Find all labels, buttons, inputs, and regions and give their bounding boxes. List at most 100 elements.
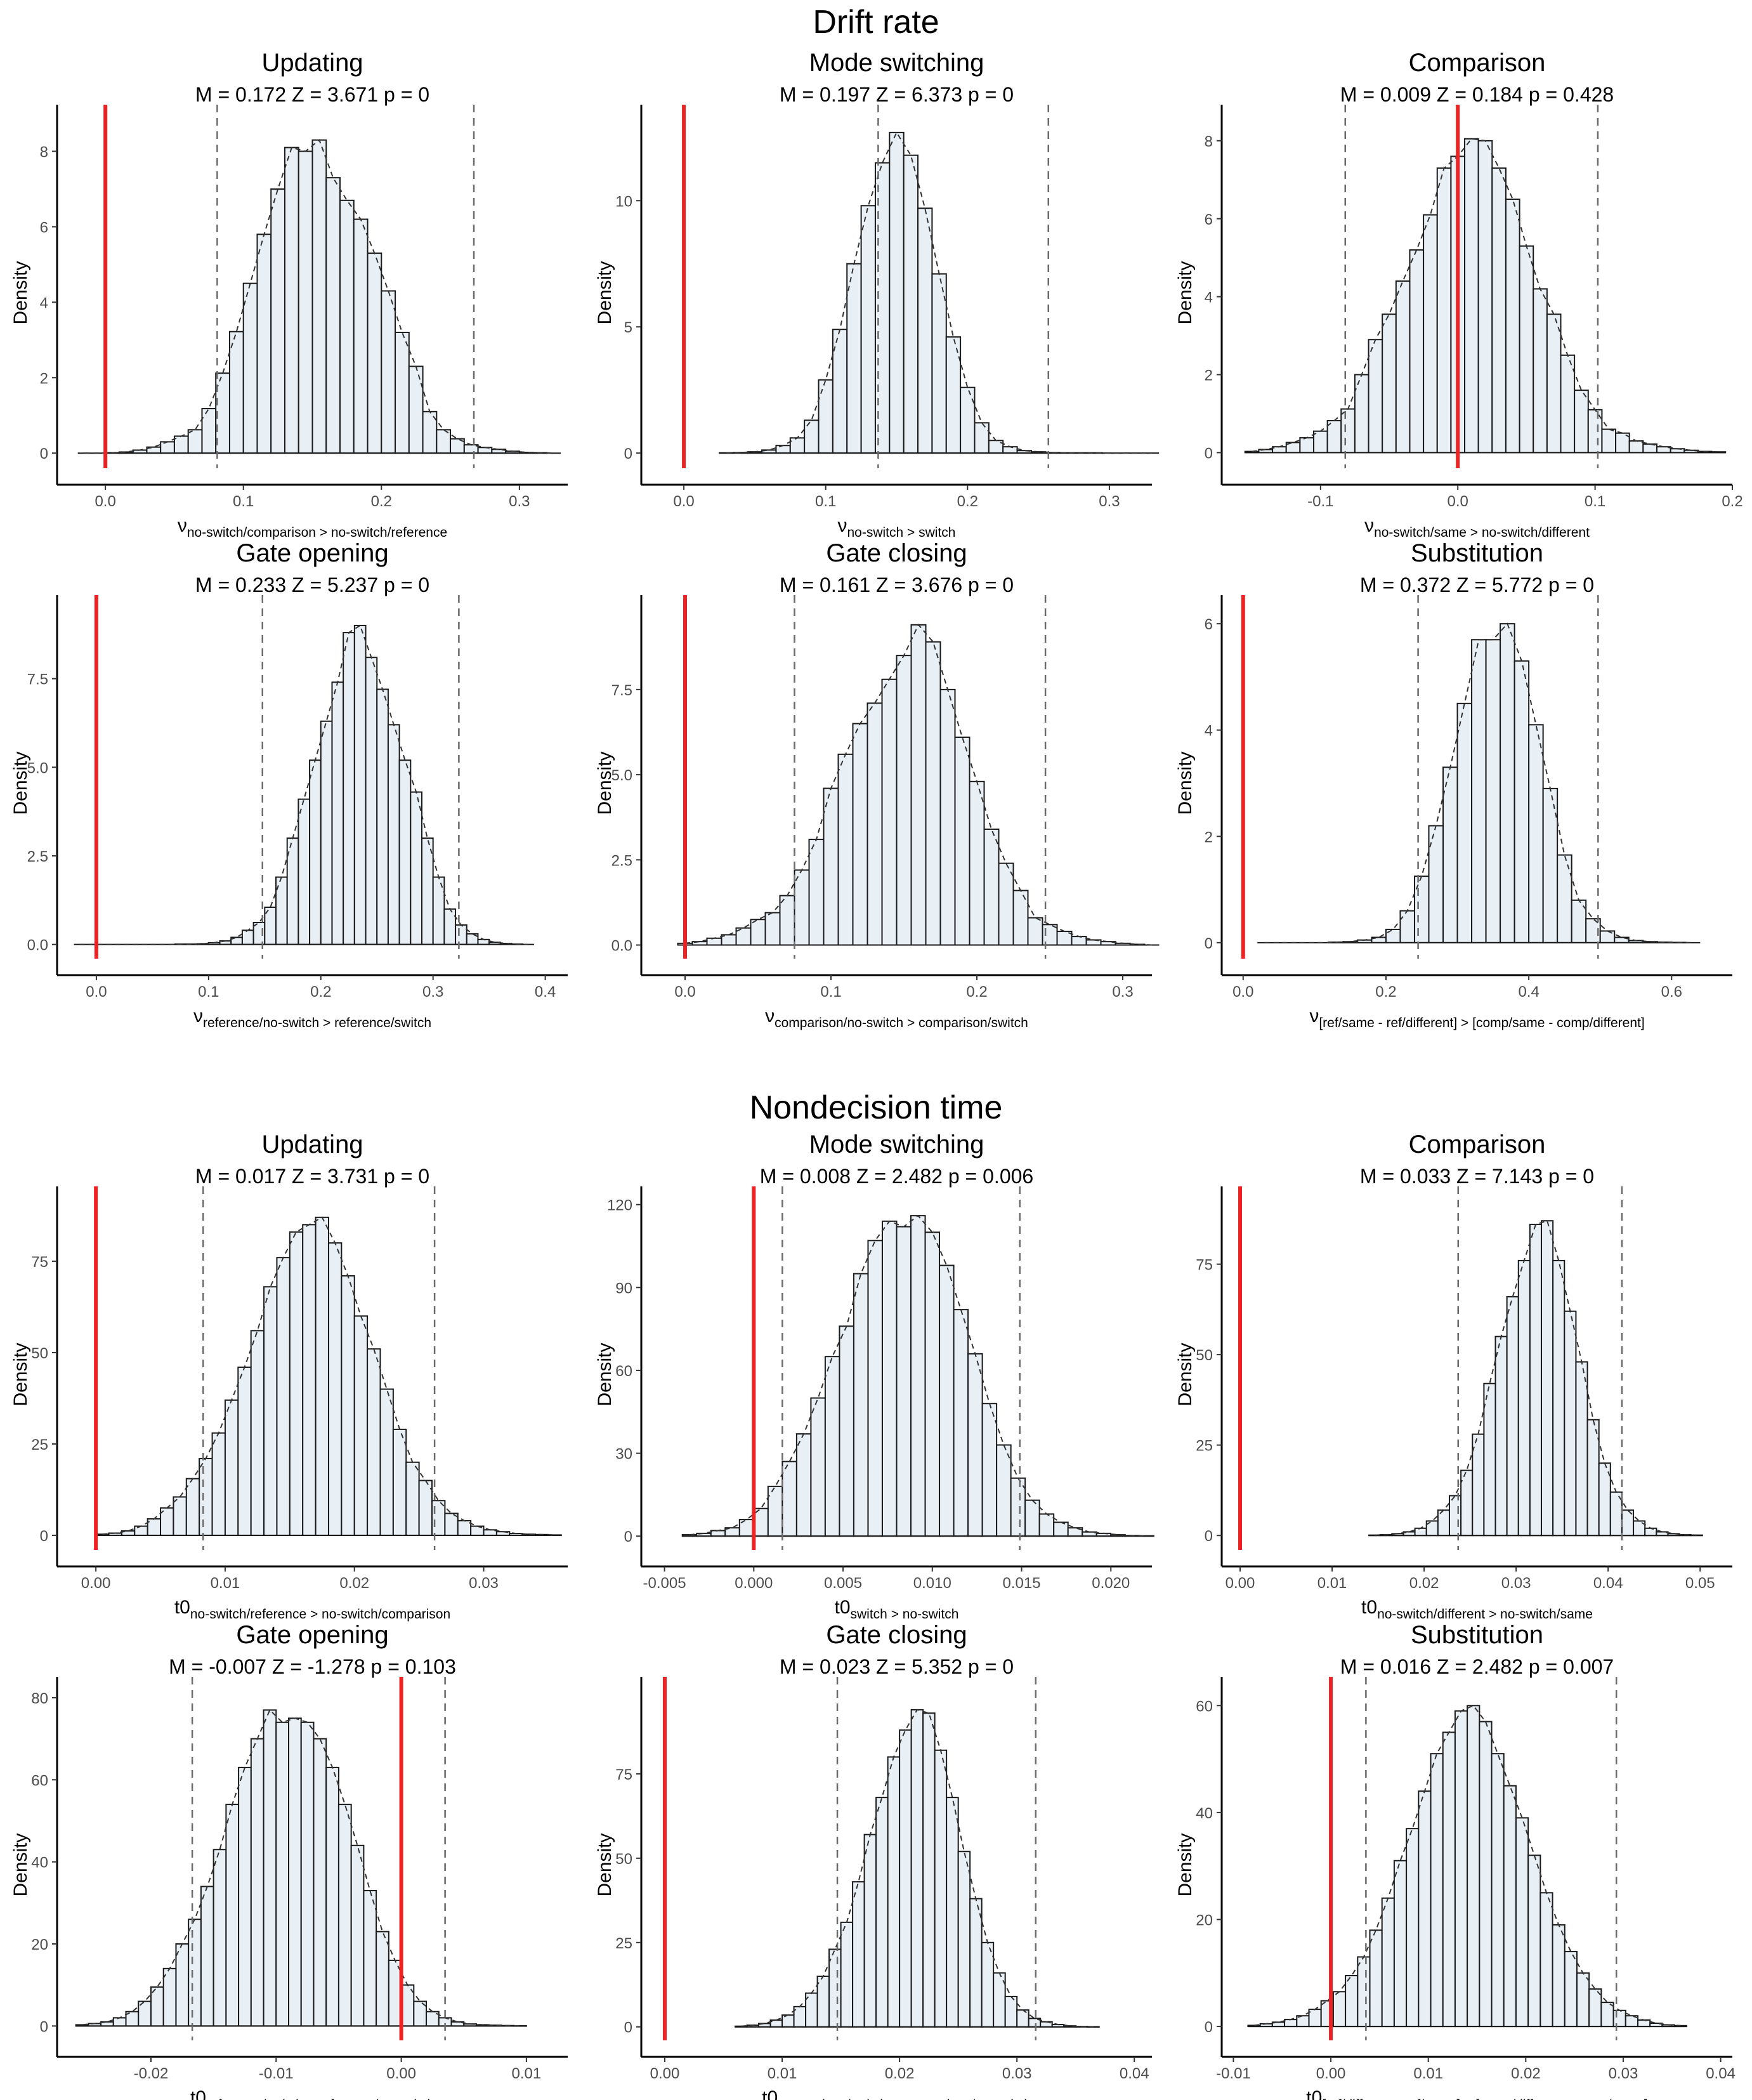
histogram-bar <box>455 924 467 945</box>
y-tick-label: 25 <box>615 1935 632 1952</box>
y-axis-label: Density <box>1175 751 1196 815</box>
y-tick-label: 75 <box>31 1254 48 1271</box>
x-tick-label: 0.00 <box>81 1575 111 1592</box>
histogram-bar <box>315 1216 329 1536</box>
histogram-bar <box>185 1478 200 1536</box>
y-tick-label: 20 <box>31 1936 48 1953</box>
histogram-bar <box>1308 2009 1322 2028</box>
x-tick-label: 0.2 <box>957 493 978 510</box>
histogram-bar <box>201 408 217 454</box>
histogram-bar <box>250 1738 265 2027</box>
histogram-bar <box>350 1844 365 2027</box>
histogram-bar <box>1576 1972 1590 2028</box>
x-tick-label: 0.4 <box>1518 983 1539 1001</box>
histogram-bar <box>789 437 806 454</box>
y-tick-label: 8 <box>40 144 48 161</box>
histogram-bar <box>1409 249 1425 454</box>
density-curve <box>1375 1219 1697 1536</box>
y-axis-label: Density <box>1175 1833 1196 1896</box>
x-axis-label-symbol: t0 <box>174 1597 190 1618</box>
histogram-bar <box>297 150 313 454</box>
y-tick-label: 90 <box>615 1280 632 1297</box>
panel-title: Updating <box>261 1131 363 1158</box>
histogram-bar <box>443 908 457 945</box>
y-tick-label: 8 <box>1205 133 1213 150</box>
histogram-bar <box>1513 660 1530 943</box>
x-axis-label: νno-switch > switch <box>838 515 956 540</box>
histogram-bar <box>1528 724 1544 943</box>
y-tick-label: 50 <box>615 1851 632 1868</box>
y-tick-label: 0 <box>624 445 632 463</box>
histogram-bar <box>1552 1259 1566 1537</box>
histogram-bar <box>710 1530 726 1537</box>
y-tick-label: 0.0 <box>27 937 48 954</box>
histogram-bar <box>1506 1296 1519 1537</box>
x-tick-label: 0.0 <box>673 493 694 510</box>
panel-title: Comparison <box>1409 49 1546 77</box>
x-tick-label: 0.000 <box>735 1575 773 1592</box>
section-title-drift-rate: Drift rate <box>813 4 939 41</box>
histogram-bar <box>1413 876 1430 943</box>
histogram-bar <box>353 218 369 454</box>
x-tick-label: 0.05 <box>1685 1575 1715 1592</box>
x-tick-label: 0.04 <box>1593 1575 1623 1592</box>
histogram-panel: Mode switching M = 0.008 Z = 2.482 p = 0.… <box>594 1131 1154 1622</box>
x-tick-label: 0.010 <box>913 1575 951 1592</box>
x-tick-label: 0.04 <box>1706 2065 1736 2082</box>
x-axis-label-subscript: comparison/switch > comparison/no-switch <box>778 2097 1031 2100</box>
histogram-bar <box>1542 787 1559 943</box>
histogram-bar <box>405 1461 420 1536</box>
histogram-bar <box>795 1433 812 1537</box>
x-tick-label: -0.02 <box>134 2065 169 2082</box>
y-tick-label: 60 <box>1196 1698 1213 1715</box>
histogram-bar <box>1381 1897 1395 2028</box>
histogram-bar <box>954 737 971 946</box>
y-tick-label: 30 <box>615 1446 632 1463</box>
histogram-bar <box>1472 1433 1485 1537</box>
x-axis-label-symbol: ν <box>193 1006 203 1027</box>
histogram-bar <box>1479 1721 1493 2028</box>
x-axis-label-subscript: no-switch/comparison > no-switch/referen… <box>187 525 447 540</box>
y-tick-label: 2.5 <box>27 848 48 865</box>
histogram-bar <box>1540 1892 1553 2028</box>
histogram-bar <box>224 1399 239 1536</box>
y-tick-label: 40 <box>1196 1805 1213 1822</box>
panel-stats: M = -0.007 Z = -1.278 p = 0.103 <box>169 1655 456 1678</box>
histogram-bar <box>313 1738 327 2027</box>
histogram-bar <box>238 1766 252 2027</box>
histogram-bar <box>1071 936 1087 946</box>
histogram-bar <box>1491 1753 1505 2028</box>
histogram-bar <box>853 1273 869 1537</box>
histogram-bar <box>946 1797 959 2028</box>
panel-title: Updating <box>261 49 363 77</box>
histogram-bar <box>1299 437 1314 454</box>
histogram-bar <box>767 1485 783 1537</box>
y-axis-label: Density <box>10 261 31 324</box>
y-tick-label: 0 <box>1205 445 1213 462</box>
y-tick-label: 4 <box>1205 289 1213 306</box>
histogram-bar <box>288 1717 302 2027</box>
histogram-bar <box>160 441 175 454</box>
x-tick-label: -0.1 <box>1307 493 1333 510</box>
x-tick-label: 0.3 <box>1112 983 1133 1001</box>
histogram-bar <box>1517 1259 1531 1537</box>
x-axis-label: νno-switch/same > no-switch/different <box>1364 515 1590 540</box>
y-tick-label: 6 <box>1205 616 1213 633</box>
x-tick-label: 0.01 <box>1413 2065 1443 2082</box>
histogram-bar <box>934 1749 948 2028</box>
y-tick-label: 60 <box>615 1363 632 1380</box>
x-tick-label: 0.00 <box>1316 2065 1346 2082</box>
y-tick-label: 25 <box>1196 1438 1213 1455</box>
histogram-bar <box>147 1518 162 1536</box>
y-tick-label: 75 <box>1196 1257 1213 1274</box>
x-tick-label: 0.0 <box>1448 493 1468 510</box>
x-tick-label: 0.3 <box>1099 493 1120 510</box>
x-axis-label-subscript: reference/switch > reference/no-switch <box>206 2097 435 2100</box>
histogram-bar <box>1399 910 1415 943</box>
panel-stats: M = 0.016 Z = 2.482 p = 0.007 <box>1340 1655 1614 1678</box>
x-axis-label-symbol: t0 <box>762 2087 778 2100</box>
histogram-bar <box>188 1919 202 2027</box>
x-tick-label: 0.02 <box>1511 2065 1541 2082</box>
x-axis-label-subscript: no-switch/different > no-switch/same <box>1377 1607 1593 1622</box>
y-tick-label: 40 <box>31 1854 48 1872</box>
